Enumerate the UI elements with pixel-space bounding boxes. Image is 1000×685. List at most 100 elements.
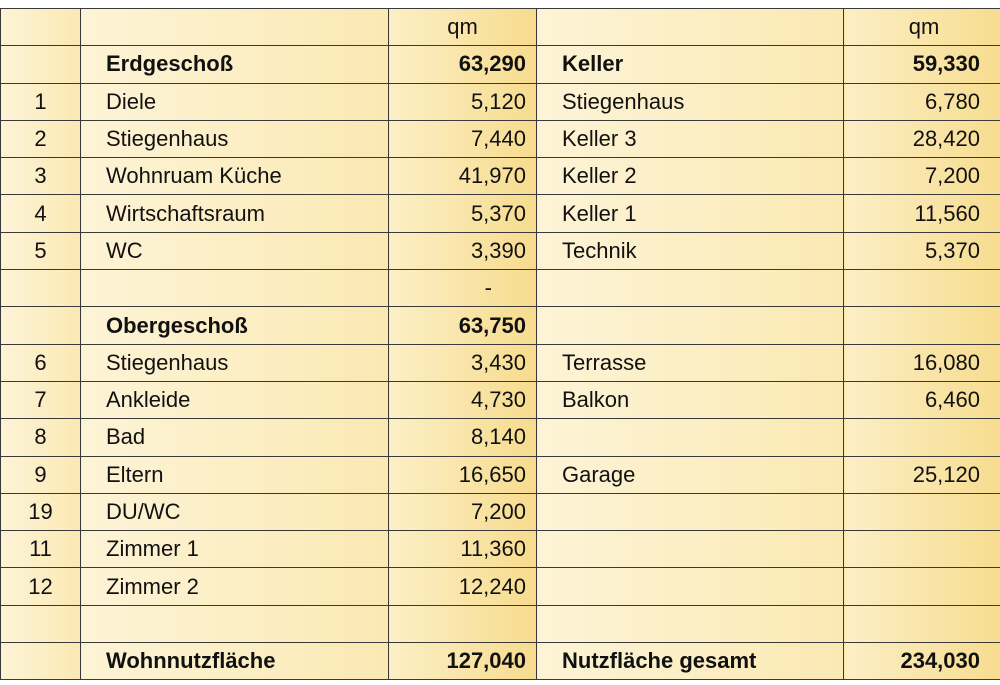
table-cell <box>80 269 389 308</box>
table-cell: Zimmer 1 <box>80 530 389 569</box>
table-cell <box>0 306 81 345</box>
table-cell: Keller 2 <box>536 157 844 196</box>
table-cell <box>0 45 81 84</box>
table-row: Erdgeschoß 63,290 Keller 59,330 <box>0 45 1000 84</box>
table-row: 5 WC 3,390 Technik 5,370 <box>0 231 1000 271</box>
table-cell <box>0 269 81 308</box>
table-cell: 16,080 <box>843 343 1000 382</box>
table-row: 8 Bad 8,140 <box>0 418 1000 457</box>
table-cell: Keller <box>536 45 844 84</box>
table-row: 3 Wohnruam Küche 41,970 Keller 2 7,200 <box>0 157 1000 196</box>
table-cell: qm <box>388 7 537 47</box>
table-cell: Keller 3 <box>536 119 844 159</box>
table-cell: 4 <box>0 194 81 233</box>
table-cell: qm <box>843 7 1000 47</box>
table-cell: Stiegenhaus <box>80 119 389 159</box>
table-cell: 127,040 <box>388 642 537 681</box>
table-cell: 11,560 <box>843 194 1000 233</box>
table-cell: 3,390 <box>388 231 537 271</box>
table-cell: Stiegenhaus <box>536 82 844 121</box>
table-cell: Garage <box>536 455 844 494</box>
table-cell <box>536 7 844 47</box>
table-cell <box>536 567 844 606</box>
table-row <box>0 604 1000 644</box>
table-cell: WC <box>80 231 389 271</box>
table-cell <box>80 604 389 644</box>
table-cell: 1 <box>0 82 81 121</box>
table-cell: Wirtschaftsraum <box>80 194 389 233</box>
table-cell <box>536 269 844 308</box>
table-cell <box>843 567 1000 606</box>
table-cell: 16,650 <box>388 455 537 494</box>
table-row: 19 DU/WC 7,200 <box>0 492 1000 532</box>
table-row: qm qm <box>0 7 1000 47</box>
table-cell: 4,730 <box>388 380 537 420</box>
table-cell: Wohnruam Küche <box>80 157 389 196</box>
table-cell <box>843 530 1000 569</box>
table-cell <box>536 306 844 345</box>
table-cell: Terrasse <box>536 343 844 382</box>
table-row: Wohnnutzfläche 127,040 Nutzfläche gesamt 23… <box>0 642 1000 681</box>
table-row: 9 Eltern 16,650 Garage 25,120 <box>0 455 1000 494</box>
table-cell: 19 <box>0 492 81 532</box>
table-cell <box>536 604 844 644</box>
table-cell: 59,330 <box>843 45 1000 84</box>
table-cell <box>843 604 1000 644</box>
table-cell <box>0 7 81 47</box>
table-cell: Zimmer 2 <box>80 567 389 606</box>
table-cell: 8 <box>0 418 81 457</box>
table-cell: 12,240 <box>388 567 537 606</box>
table-row: 2 Stiegenhaus 7,440 Keller 3 28,420 <box>0 119 1000 159</box>
table-cell <box>843 306 1000 345</box>
table-cell: Nutzfläche gesamt <box>536 642 844 681</box>
table-cell: 63,290 <box>388 45 537 84</box>
table-cell: 5,370 <box>843 231 1000 271</box>
table-cell: 7,200 <box>388 492 537 532</box>
table-cell: 41,970 <box>388 157 537 196</box>
table-cell: 6,780 <box>843 82 1000 121</box>
table-cell <box>0 642 81 681</box>
table-cell: 5,120 <box>388 82 537 121</box>
table-cell: 5,370 <box>388 194 537 233</box>
table-cell: 7,200 <box>843 157 1000 196</box>
table-cell: 8,140 <box>388 418 537 457</box>
spreadsheet-table: qm qm Erdgeschoß 63,290 Keller 59,330 1 Diele 5,… <box>0 7 1000 681</box>
table-cell: Stiegenhaus <box>80 343 389 382</box>
table-cell <box>536 418 844 457</box>
table-cell: 63,750 <box>388 306 537 345</box>
table-row: 11 Zimmer 1 11,360 <box>0 530 1000 569</box>
table-cell: DU/WC <box>80 492 389 532</box>
table-cell: 11 <box>0 530 81 569</box>
table-cell <box>536 492 844 532</box>
table-cell: Obergeschoß <box>80 306 389 345</box>
table-cell: Erdgeschoß <box>80 45 389 84</box>
table-cell <box>388 604 537 644</box>
table-cell: 2 <box>0 119 81 159</box>
table-row: 7 Ankleide 4,730 Balkon 6,460 <box>0 380 1000 420</box>
table-cell: 6,460 <box>843 380 1000 420</box>
table-cell: 11,360 <box>388 530 537 569</box>
table-cell: 3 <box>0 157 81 196</box>
table-cell: Bad <box>80 418 389 457</box>
table-row: 4 Wirtschaftsraum 5,370 Keller 1 11,560 <box>0 194 1000 233</box>
table-row: - <box>0 269 1000 308</box>
table-cell <box>536 530 844 569</box>
table-cell: Ankleide <box>80 380 389 420</box>
table-cell: Diele <box>80 82 389 121</box>
table-cell: Wohnnutzfläche <box>80 642 389 681</box>
table-body: qm qm Erdgeschoß 63,290 Keller 59,330 1 Diele 5,… <box>0 7 1000 681</box>
table-cell: - <box>388 269 537 308</box>
table-cell: Eltern <box>80 455 389 494</box>
table-cell: 7,440 <box>388 119 537 159</box>
table-row: 1 Diele 5,120 Stiegenhaus 6,780 <box>0 82 1000 121</box>
table-cell: 234,030 <box>843 642 1000 681</box>
table-cell <box>80 7 389 47</box>
table-cell: Technik <box>536 231 844 271</box>
table-cell: 9 <box>0 455 81 494</box>
table-cell: Balkon <box>536 380 844 420</box>
table-row: 12 Zimmer 2 12,240 <box>0 567 1000 606</box>
table-cell <box>843 492 1000 532</box>
table-cell: 25,120 <box>843 455 1000 494</box>
table-cell: 5 <box>0 231 81 271</box>
